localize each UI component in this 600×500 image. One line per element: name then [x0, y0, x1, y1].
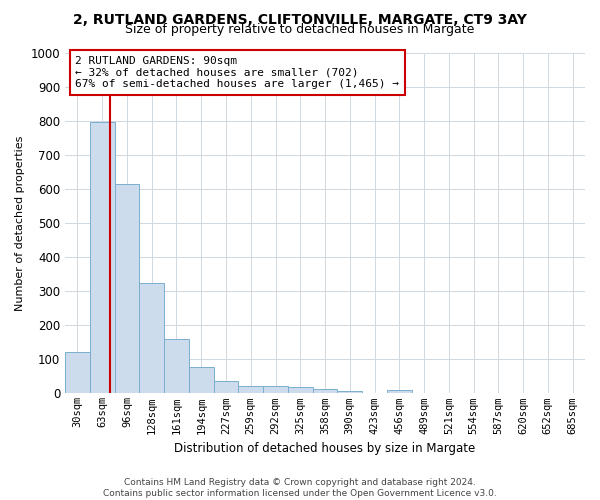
Bar — [337, 390, 362, 394]
Text: 2 RUTLAND GARDENS: 90sqm
← 32% of detached houses are smaller (702)
67% of semi-: 2 RUTLAND GARDENS: 90sqm ← 32% of detach… — [76, 56, 400, 89]
Bar — [313, 389, 337, 394]
Text: Size of property relative to detached houses in Margate: Size of property relative to detached ho… — [125, 22, 475, 36]
Y-axis label: Number of detached properties: Number of detached properties — [15, 136, 25, 310]
Bar — [189, 367, 214, 394]
Bar — [115, 184, 139, 394]
X-axis label: Distribution of detached houses by size in Margate: Distribution of detached houses by size … — [175, 442, 476, 455]
Bar — [263, 386, 288, 394]
Bar — [164, 339, 189, 394]
Text: 2, RUTLAND GARDENS, CLIFTONVILLE, MARGATE, CT9 3AY: 2, RUTLAND GARDENS, CLIFTONVILLE, MARGAT… — [73, 12, 527, 26]
Bar — [139, 282, 164, 394]
Bar — [65, 352, 90, 394]
Bar — [90, 122, 115, 394]
Text: Contains HM Land Registry data © Crown copyright and database right 2024.
Contai: Contains HM Land Registry data © Crown c… — [103, 478, 497, 498]
Bar — [288, 388, 313, 394]
Bar — [387, 390, 412, 394]
Bar — [214, 381, 238, 394]
Bar — [238, 386, 263, 394]
